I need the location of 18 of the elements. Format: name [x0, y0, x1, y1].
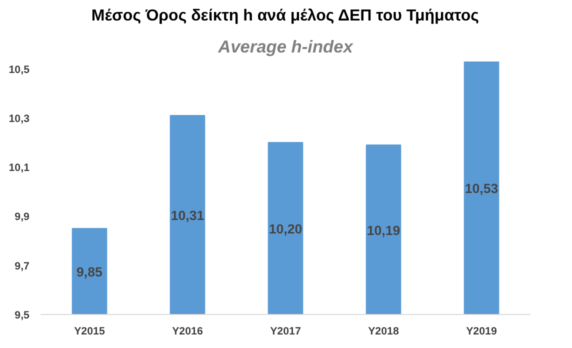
x-tick-label: Y2017 [270, 326, 301, 338]
x-tick-label: Y2015 [74, 326, 105, 338]
y-tick-label: 10,5 [8, 64, 30, 76]
chart-subtitle: Average h-index [217, 36, 354, 56]
data-label: 10,19 [366, 222, 400, 238]
y-tick-label: 9,5 [14, 310, 30, 322]
y-tick-label: 9,7 [14, 260, 30, 272]
x-tick-label: Y2016 [172, 326, 203, 338]
data-label: 10,53 [464, 181, 498, 196]
data-label: 10,20 [268, 222, 302, 237]
x-tick-label: Y2018 [368, 326, 399, 338]
data-label: 9,85 [76, 264, 104, 280]
x-tick-label: Y2019 [466, 326, 497, 338]
y-tick-label: 10,1 [8, 162, 30, 174]
y-tick-label: 10,3 [8, 112, 30, 125]
chart-title: Μέσος Όρος δείκτη h ανά μέλος ΔΕΠ του Τμήματος [91, 8, 479, 24]
data-label: 10,31 [170, 208, 205, 224]
y-tick-label: 9,9 [14, 211, 30, 224]
